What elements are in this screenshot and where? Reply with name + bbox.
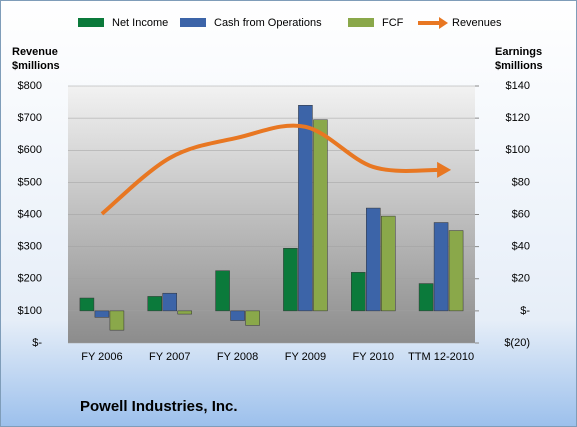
legend-label: FCF [382, 17, 404, 29]
bar [381, 215, 396, 312]
bar [94, 310, 110, 318]
bar [366, 207, 381, 312]
bar [215, 270, 230, 312]
bar [418, 283, 434, 312]
legend-label: Revenues [452, 17, 502, 29]
x-tick-label: FY 2010 [353, 351, 394, 363]
y-tick-label: $500 [18, 176, 42, 188]
y2-tick-label: $(20) [504, 337, 530, 349]
x-tick-label: FY 2009 [285, 351, 326, 363]
x-tick-label: FY 2006 [81, 351, 122, 363]
y-tick-label: $700 [18, 112, 42, 124]
y2-tick-label: $60 [512, 208, 530, 220]
y2-axis-title: $millions [495, 60, 543, 72]
line-arrow [437, 161, 452, 178]
bar [177, 310, 192, 315]
bar [162, 292, 177, 312]
bar [109, 310, 125, 331]
legend-arrow [439, 17, 448, 29]
legend-swatch [78, 18, 104, 27]
y-axis-title: Revenue [12, 46, 58, 58]
bar [351, 272, 366, 312]
y-tick-label: $300 [18, 241, 42, 253]
y2-tick-label: $80 [512, 176, 530, 188]
y2-axis-title: Earnings [495, 46, 542, 58]
y-tick-label: $- [32, 337, 42, 349]
bar [147, 296, 162, 312]
bar [433, 222, 449, 312]
bar [283, 247, 298, 312]
y-tick-label: $400 [18, 208, 42, 220]
bar [298, 105, 313, 312]
legend-swatch [180, 18, 206, 27]
y2-tick-label: $20 [512, 273, 530, 285]
bar [313, 119, 328, 312]
x-tick-label: FY 2007 [149, 351, 190, 363]
legend-label: Cash from Operations [214, 17, 322, 29]
y2-tick-label: $140 [506, 80, 530, 92]
y-tick-label: $800 [18, 80, 42, 92]
y2-tick-label: $40 [512, 241, 530, 253]
y-axis-title: $millions [12, 60, 60, 72]
bar [245, 310, 260, 326]
line [100, 123, 442, 216]
y-tick-label: $100 [18, 305, 42, 317]
bar [448, 230, 464, 312]
chart-title: Powell Industries, Inc. [80, 398, 238, 415]
x-tick-label: FY 2008 [217, 351, 258, 363]
y-tick-label: $600 [18, 144, 42, 156]
x-tick-label: TTM 12-2010 [408, 351, 474, 363]
bar [79, 297, 95, 312]
legend-label: Net Income [112, 17, 168, 29]
bar [230, 310, 245, 321]
y2-tick-label: $100 [506, 144, 530, 156]
legend-swatch [348, 18, 374, 27]
y2-tick-label: $120 [506, 112, 530, 124]
y-tick-label: $200 [18, 273, 42, 285]
y2-tick-label: $- [520, 305, 530, 317]
